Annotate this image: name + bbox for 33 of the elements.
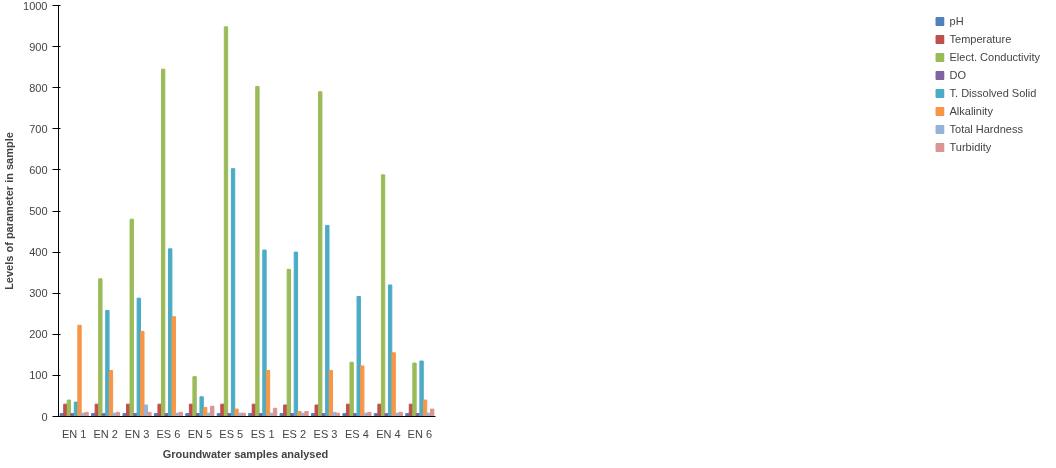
legend-label: Turbidity [949,141,992,153]
y-axis-title: Levels of parameter in sample [3,132,16,290]
x-tick-label: ES 4 [345,427,369,440]
legend-label: Temperature [949,33,1012,45]
y-tick-label: 400 [29,246,48,259]
y-tick-label: 300 [29,287,48,300]
y-tick-label: 0 [41,410,48,423]
y-tick-label: 600 [29,163,48,176]
x-tick-label: EN 1 [61,427,87,440]
y-tick-label: 800 [29,81,48,94]
x-tick-label: ES 3 [313,427,338,440]
x-tick-label: EN 3 [124,427,150,440]
y-tick-label: 100 [29,369,48,382]
legend-label: T. Dissolved Solid [949,87,1037,99]
y-tick-label: 500 [29,205,48,217]
y-tick-label: 700 [29,122,48,135]
x-tick-label: ES 2 [282,427,307,440]
x-axis-title: Groundwater samples analysed [162,447,329,460]
legend-label: Alkalinity [949,105,993,117]
legend-label: Elect. Conductivity [949,51,1040,63]
x-tick-label: EN 6 [407,427,433,440]
y-tick-label: 900 [29,40,48,53]
x-tick-label: EN 5 [187,427,213,440]
legend-label: Total Hardness [949,123,1023,135]
x-tick-label: EN 2 [93,427,118,440]
legend-label: DO [949,69,967,81]
x-tick-label: EN 4 [376,427,401,440]
x-tick-label: ES 5 [219,427,244,440]
y-tick-label: 1000 [23,0,48,12]
legend-label: pH [949,15,965,27]
y-tick-label: 200 [29,328,48,341]
x-tick-label: ES 6 [156,427,181,440]
x-tick-label: ES 1 [250,427,275,440]
